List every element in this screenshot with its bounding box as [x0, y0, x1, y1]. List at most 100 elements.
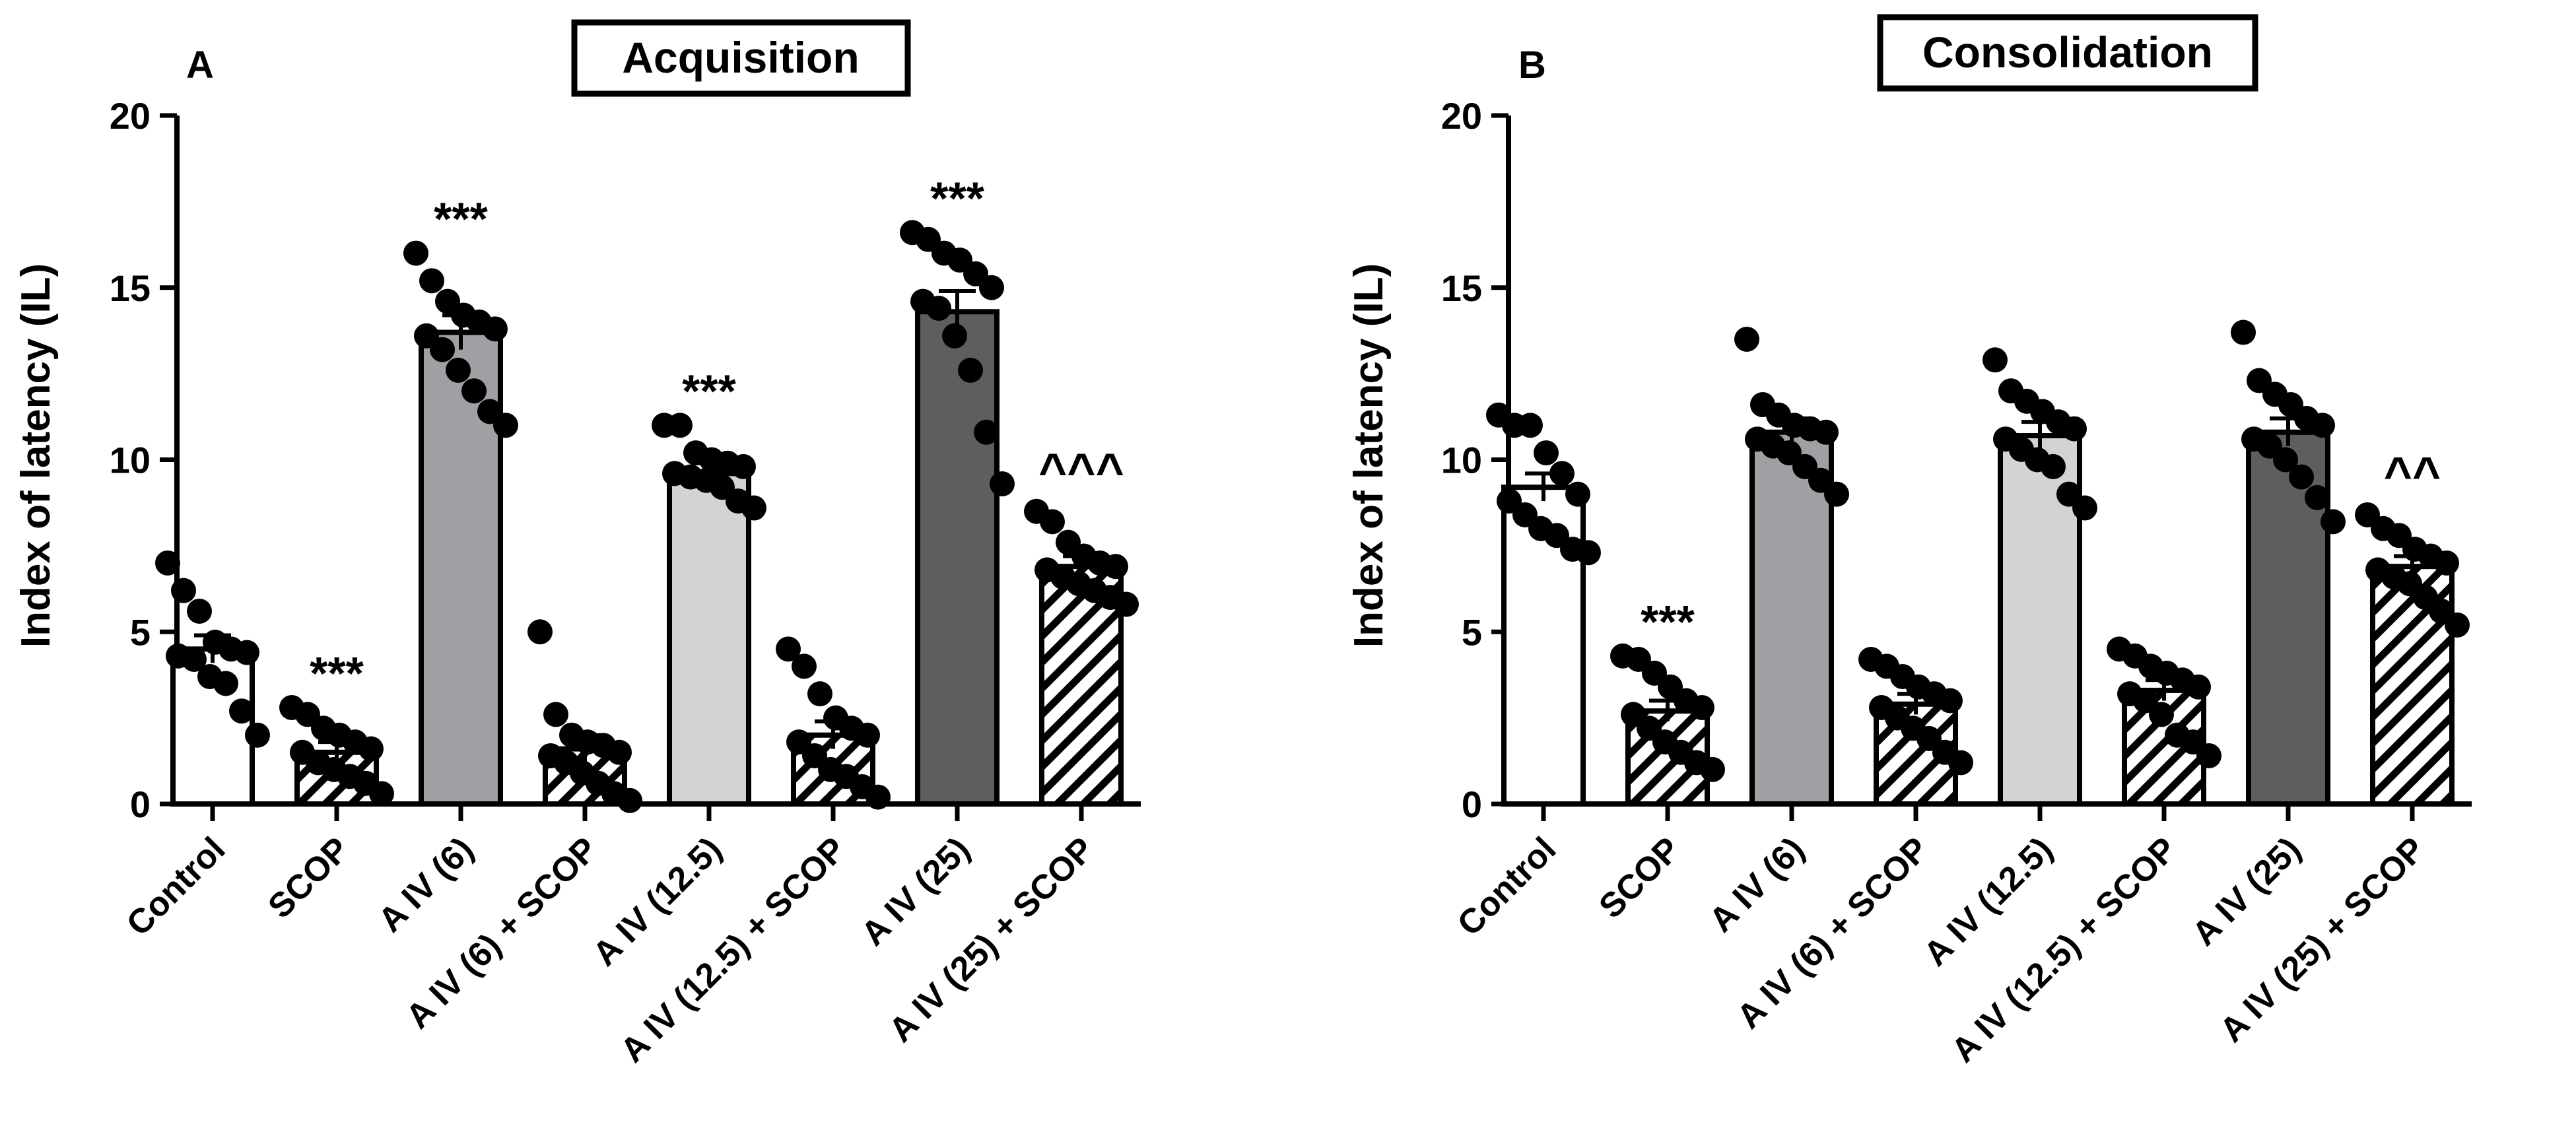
panel-a-y-tick-label: 0 [130, 784, 151, 825]
panel-a-category-label: A IV (25) [854, 830, 978, 953]
panel-a-bar [667, 471, 751, 807]
panel-b-data-point [1576, 540, 1601, 566]
panel-b-y-tick-label: 0 [1462, 784, 1482, 825]
panel-a-data-point [776, 636, 801, 662]
panel-a-category-label: A IV (6) [371, 830, 481, 939]
panel-a-data-point [493, 413, 518, 438]
panel-b-data-point [2041, 453, 2066, 479]
panel-a-data-point [403, 240, 428, 266]
panel-a-data-point [182, 646, 207, 672]
panel-a-data-point [617, 787, 642, 813]
panel-b-y-tick-label: 5 [1462, 611, 1482, 653]
panel-b-data-point [2072, 495, 2097, 521]
panel-b-data-point [1948, 750, 1973, 776]
panel-a-data-point [527, 619, 553, 645]
panel-a-data-point [229, 698, 254, 724]
panel-a-significance-label: *** [930, 172, 984, 224]
panel-b-y-tick-label: 10 [1441, 440, 1482, 481]
panel-a: A Acquisition Index of latency (IL) [13, 19, 911, 648]
panel-a-data-point [358, 736, 384, 762]
panel-a-bar [915, 309, 1000, 807]
panel-a-data-point [958, 357, 983, 383]
panel-a-data-point [741, 495, 766, 521]
panel-b-data-point [2445, 612, 2470, 638]
panel-b-data-point [2062, 416, 2087, 442]
panel-a-y-tick-label: 15 [110, 267, 151, 309]
panel-a-letter: A [186, 44, 214, 86]
panel-a-data-point [855, 722, 880, 748]
panel-a-data-point [430, 337, 455, 362]
panel-b-category-label: A IV (25) + SCOP [2213, 830, 2433, 1050]
panel-a-data-point [990, 471, 1015, 497]
panel-b-data-point [2149, 702, 2174, 727]
panel-b-data-point [1549, 461, 1575, 486]
panel-a-significance-label: *** [310, 648, 364, 699]
panel-a-y-tick-label: 10 [110, 440, 151, 481]
panel-b-data-point [1813, 419, 1839, 445]
panel-b-data-point [1983, 347, 2008, 373]
panel-a-data-point [1114, 591, 1139, 617]
panel-a-data-point [1103, 554, 1128, 580]
panel-b-data-point [2305, 484, 2330, 510]
panel-a-data-point [807, 681, 832, 707]
panel-b-data-point [2321, 509, 2346, 535]
panel-b-significance-label: ^^ [2384, 447, 2441, 502]
panel-a-data-point [543, 702, 568, 727]
panel-a-title-box [571, 19, 911, 97]
panel-b-data-point [1700, 756, 1725, 782]
panel-a-data-point [461, 378, 487, 404]
panel-a-y-tick-label: 20 [110, 95, 151, 137]
panel-a-y-tick-label: 5 [130, 611, 151, 653]
panel-a-title: Acquisition [622, 33, 859, 82]
panel-a-category-label: Control [119, 830, 233, 943]
panel-b-y-axis-label: Index of latency (IL) [1346, 263, 1392, 648]
panel-a-data-point [234, 640, 259, 665]
panel-a-data-point [667, 413, 693, 438]
panel-b-category-label: A IV (6) [1702, 830, 1812, 939]
panel-b-data-point [1518, 413, 1543, 438]
panel-b-data-point [2186, 674, 2211, 700]
panel-a-category-label: A IV (25) + SCOP [882, 830, 1102, 1050]
panel-a-data-point [446, 357, 471, 383]
panel-b-category-label: Control [1450, 830, 1564, 943]
panel-b-data-point [1534, 440, 1559, 466]
panel-b-title: Consolidation [1922, 28, 2213, 77]
panel-b-category-label: A IV (12.5) + SCOP [1944, 830, 2185, 1070]
panel-a-significance-label: *** [434, 193, 488, 245]
panel-a-data-point [731, 453, 756, 479]
panel-b-data-point [2231, 319, 2256, 345]
panel-a-data-point [1040, 509, 1065, 535]
panel-a-y-axis-label: Index of latency (IL) [13, 263, 59, 648]
panel-a-significance-label: ^^^ [1038, 444, 1124, 498]
panel-b-data-point [1938, 688, 1963, 714]
panel-b: B Consolidation Index of latency (IL) [1346, 14, 2258, 648]
panel-b-data-point [2273, 447, 2298, 473]
panel-a-data-point [974, 419, 999, 445]
panel-a-data-point [187, 598, 212, 624]
panel-b-category-label: A IV (25) [2185, 830, 2309, 953]
panel-a-data-point [865, 784, 891, 810]
panel-a-data-point [369, 781, 394, 807]
panel-a-category-label: A IV (12.5) + SCOP [613, 830, 854, 1070]
panel-a-data-point [213, 671, 238, 696]
panel-b-data-point [2196, 743, 2221, 768]
panel-b-title-box [1877, 14, 2258, 92]
panel-a-data-point [245, 722, 270, 748]
panel-a-data-point [792, 653, 817, 679]
panel-a-significance-label: *** [682, 365, 736, 417]
panel-a-data-point [926, 296, 951, 321]
panel-a-data-point [171, 578, 196, 603]
panel-a-data-point [979, 275, 1004, 300]
panel-b-data-point [2310, 413, 2335, 438]
panel-b-letter: B [1518, 44, 1546, 86]
panel-a-data-point [155, 550, 180, 576]
panel-b-data-point [1565, 481, 1590, 507]
panel-b-data-point [2434, 550, 2459, 576]
panel-b-data-point [2289, 464, 2314, 490]
panel-a-data-point [419, 268, 444, 294]
panel-b-data-point [1689, 694, 1714, 720]
panel-b-bar [1749, 429, 1834, 807]
